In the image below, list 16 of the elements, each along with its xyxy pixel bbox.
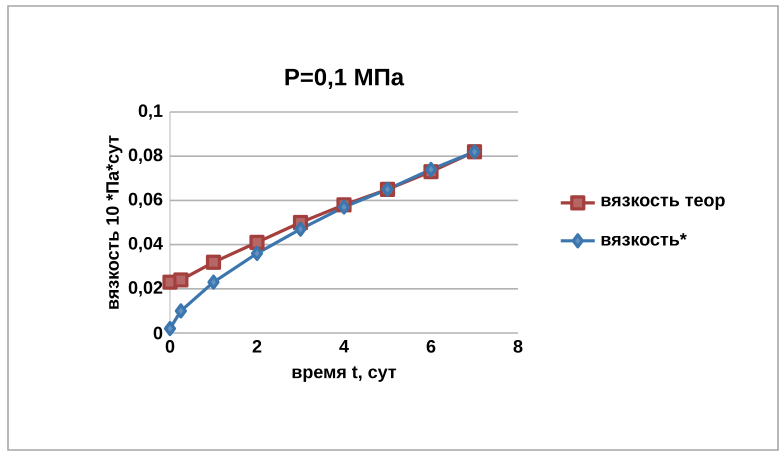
y-tick-label: 0,04 [128,236,163,252]
x-tick-label: 4 [339,340,349,352]
y-tick-label: 0,08 [128,148,162,164]
y-axis-title: вязкость 10 *Па*сут [106,135,122,309]
legend-label: вязкость* [602,233,687,246]
x-tick-label: 8 [514,340,522,353]
x-axis-title: время t, сут [292,366,396,382]
x-tick-label: 0 [166,340,174,353]
legend-label: вязкость теор [602,196,725,210]
y-tick-label: 0 [154,326,162,340]
y-tick-label: 0,06 [128,192,162,208]
x-tick-label: 6 [426,340,436,353]
x-tick-label: 2 [252,340,262,353]
y-tick-label: 0,02 [128,281,162,296]
y-tick-label: 0,1 [138,104,162,120]
chart-title: P=0,1 МПа [285,68,404,89]
